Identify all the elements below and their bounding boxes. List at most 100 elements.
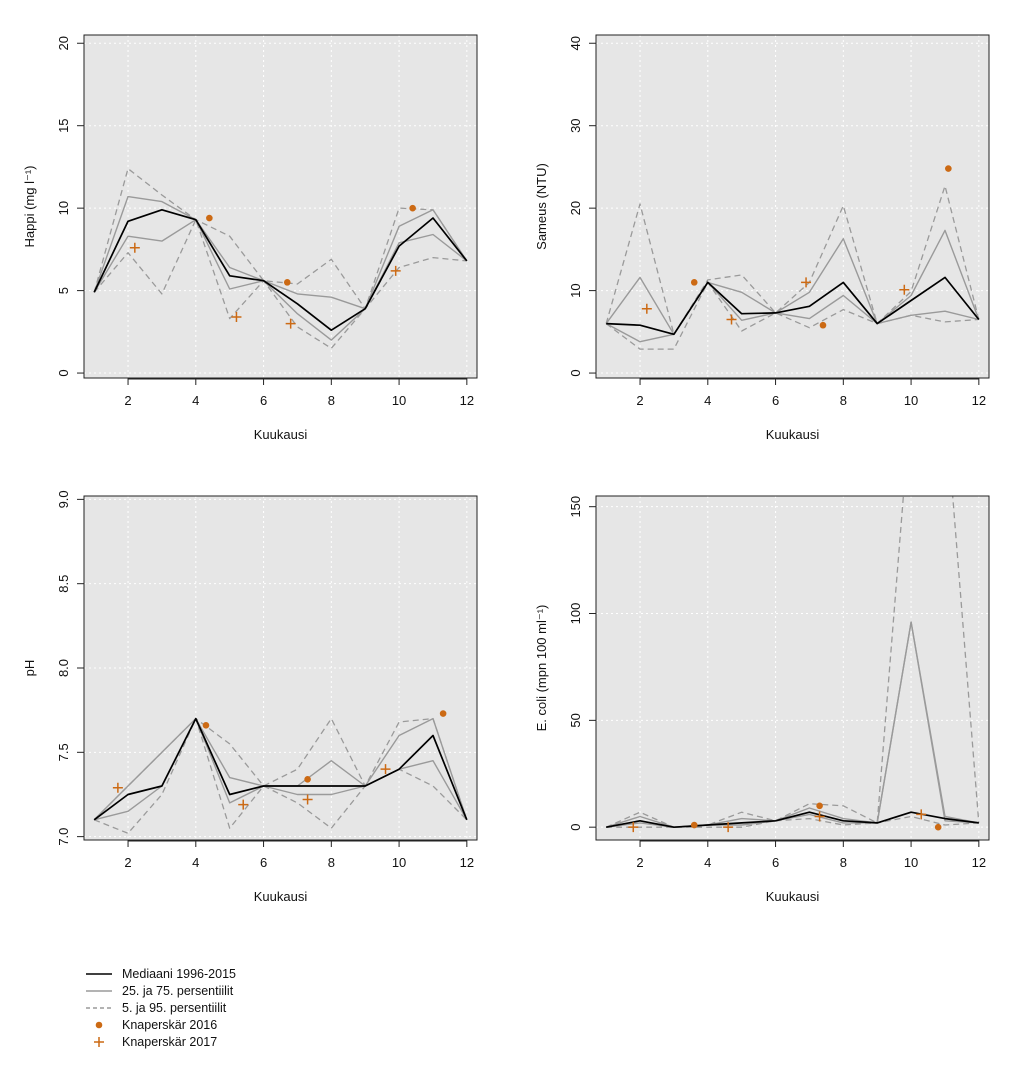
y-axis-title: E. coli (mpn 100 ml⁻¹) (534, 605, 549, 732)
y-tick-label: 20 (568, 201, 583, 215)
x-tick-label: 2 (636, 393, 643, 408)
y-tick-label: 10 (568, 283, 583, 297)
x-tick-label: 4 (192, 393, 199, 408)
point-2016 (409, 204, 416, 212)
x-tick-label: 4 (704, 855, 711, 870)
legend-label-2016: Knaperskär 2016 (122, 1018, 218, 1032)
x-tick-label: 6 (260, 393, 267, 408)
point-2017 (231, 311, 242, 322)
point-2017 (112, 782, 123, 793)
x-tick-label: 4 (192, 855, 199, 870)
x-tick-label: 6 (772, 855, 779, 870)
y-tick-label: 100 (568, 603, 583, 625)
point-2017 (628, 822, 639, 833)
series-group (93, 167, 468, 349)
legend-2017-swatch (94, 1037, 104, 1047)
series-line-p95 (93, 167, 468, 310)
legend-percentile-swatch (86, 1007, 112, 1009)
plot-background (596, 496, 989, 840)
x-tick-label: 8 (328, 855, 335, 870)
y-tick-label: 0 (568, 369, 583, 376)
x-tick-label: 4 (704, 393, 711, 408)
x-tick-label: 2 (124, 393, 131, 408)
legend-item-percentiles: 5. ja 95. persentiilit (80, 1000, 340, 1017)
series-line-median (606, 276, 980, 336)
y-tick-label: 5 (56, 287, 71, 294)
y-tick-label: 40 (568, 36, 583, 50)
y-tick-label: 7.0 (56, 828, 71, 846)
x-tick-label: 10 (392, 855, 406, 870)
plot-frame (595, 495, 990, 841)
plot-background (84, 35, 477, 378)
legend: Mediaani 1996-2015 25. ja 75. persentiil… (80, 966, 340, 1051)
y-axis-title: Sameus (NTU) (534, 163, 549, 250)
x-tick-label: 12 (460, 393, 474, 408)
series-group (605, 496, 980, 833)
x-tick-label: 12 (972, 855, 986, 870)
point-2017 (814, 811, 825, 822)
legend-median-swatch (86, 973, 112, 975)
series-line-p5 (605, 281, 979, 350)
x-tick-label: 6 (260, 855, 267, 870)
y-tick-label: 150 (568, 496, 583, 518)
chart-panel-3: 2 4 6 8 10 12 7.0 7.5 8.0 8.5 9.0 Kuukausi pH (22, 490, 478, 904)
point-2017 (285, 318, 296, 329)
series-line-p75 (93, 195, 468, 341)
legend-label-2017: Knaperskär 2017 (122, 1035, 218, 1049)
point-2017 (723, 822, 734, 833)
point-2017 (390, 265, 401, 276)
point-2016 (439, 710, 447, 717)
point-2017 (801, 277, 812, 288)
plot-frame (595, 34, 990, 379)
legend-2016-swatch (95, 1021, 103, 1029)
x-axis-title: Kuukausi (254, 889, 308, 904)
point-2017 (238, 799, 249, 810)
point-2016 (816, 802, 823, 810)
y-tick-label: 0 (56, 369, 71, 376)
plot-frame (83, 34, 478, 379)
point-2016 (819, 321, 827, 329)
point-2017 (726, 314, 737, 325)
plot-background (596, 35, 989, 378)
legend-item-2017: Knaperskär 2017 (80, 1034, 340, 1051)
point-2016 (945, 165, 952, 172)
series-line-median (93, 208, 468, 332)
point-2017 (899, 284, 910, 295)
x-tick-label: 10 (904, 855, 918, 870)
point-2017 (641, 303, 652, 314)
y-tick-label: 20 (56, 36, 71, 50)
legend-item-median: Mediaani 1996-2015 (80, 966, 340, 983)
series-group (93, 710, 468, 834)
point-2016 (202, 722, 210, 729)
chart-panel-1: 2 4 6 8 10 12 0 5 10 15 20 Kuukausi Happi (mg l⁻¹) (22, 34, 478, 442)
series-line-p95 (93, 717, 468, 821)
x-tick-label: 12 (460, 855, 474, 870)
y-tick-label: 9.0 (56, 490, 71, 508)
chart-panel-2: 2 4 6 8 10 12 0 10 20 30 40 Kuukausi Sameus (NTU) (534, 34, 990, 442)
legend-quartile-swatch (86, 990, 112, 992)
x-axis-title: Kuukausi (766, 427, 820, 442)
point-2016 (206, 214, 213, 222)
y-tick-label: 0 (568, 824, 583, 831)
series-group (605, 165, 980, 350)
x-tick-label: 6 (772, 393, 779, 408)
series-line-p75 (605, 229, 980, 335)
series-line-p25 (605, 281, 979, 343)
y-tick-label: 30 (568, 118, 583, 132)
legend-item-quartiles: 25. ja 75. persentiilit (80, 983, 340, 1000)
chart-panel-4: 2 4 6 8 10 12 0 50 100 150 Kuukausi E. coli (mpn 10… (534, 495, 990, 904)
x-axis-title: Kuukausi (254, 427, 308, 442)
point-2017 (129, 242, 140, 253)
point-2016 (283, 279, 291, 286)
y-tick-label: 8.0 (56, 659, 71, 677)
point-2016 (690, 821, 698, 829)
legend-label-median: Mediaani 1996-2015 (122, 967, 236, 981)
point-2016 (304, 775, 311, 783)
legend-item-2016: Knaperskär 2016 (80, 1017, 340, 1034)
point-2016 (690, 279, 698, 286)
series-line-median (606, 811, 979, 829)
x-tick-label: 12 (972, 393, 986, 408)
legend-label-quartiles: 25. ja 75. persentiilit (122, 984, 234, 998)
x-tick-label: 2 (636, 855, 643, 870)
